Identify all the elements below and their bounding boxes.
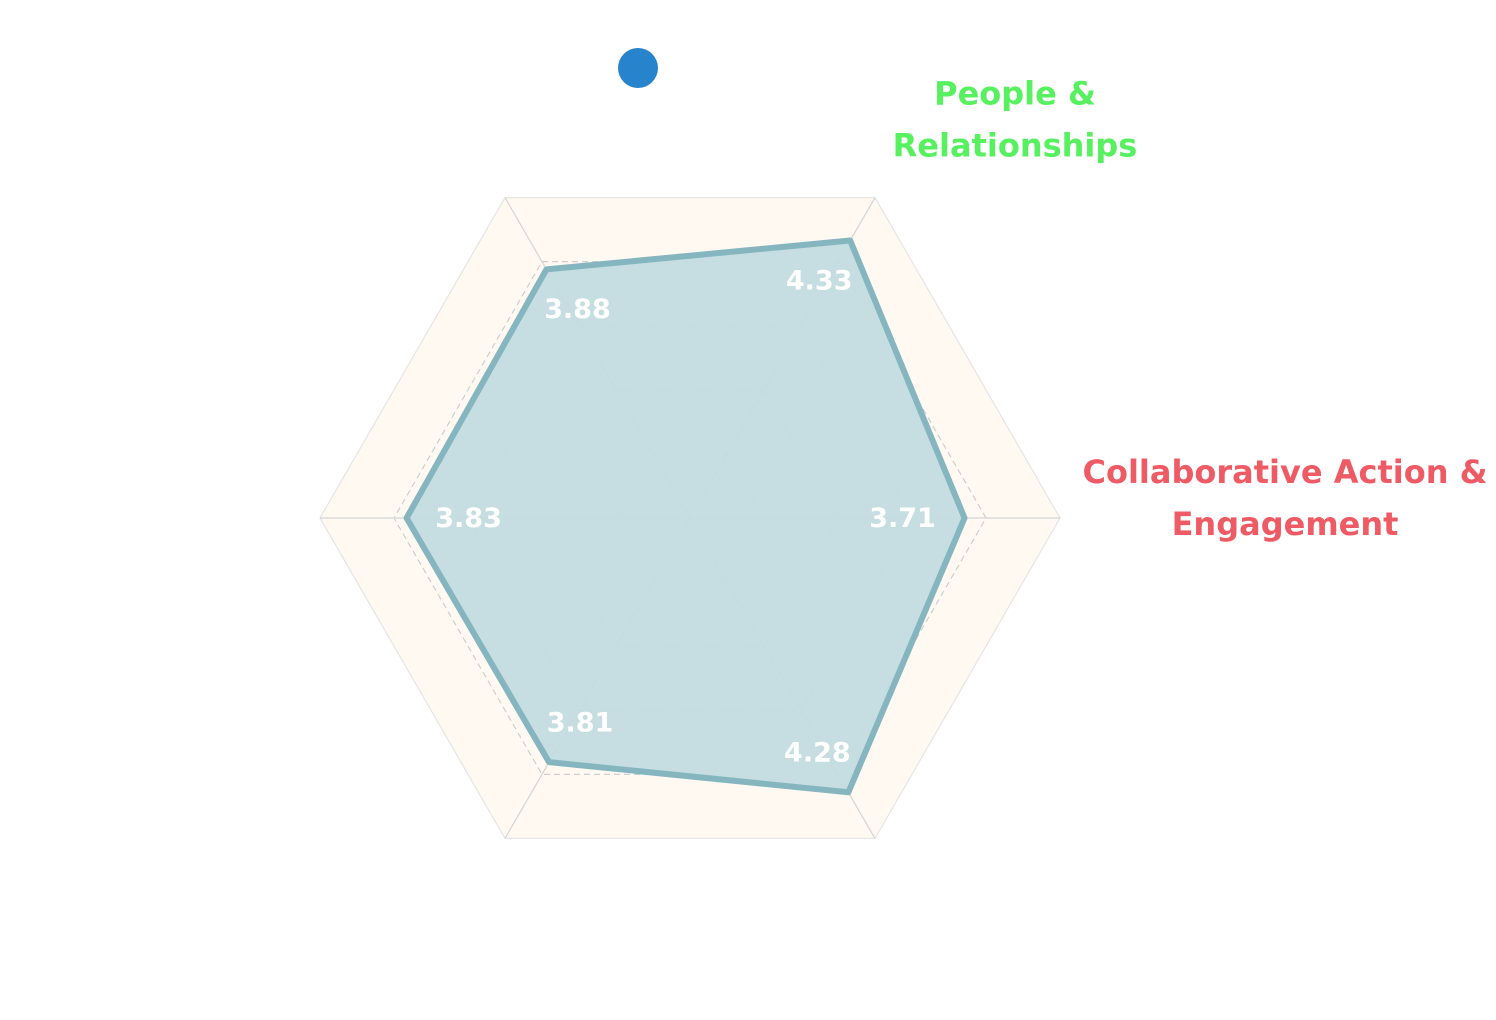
radar-data-label: 3.71 xyxy=(869,503,936,534)
radar-axis-label: Collaborative Action & Engagement xyxy=(1082,453,1487,543)
radar-data-label: 4.33 xyxy=(786,265,853,296)
radar-series xyxy=(403,237,968,796)
radar-data-label: 3.88 xyxy=(544,294,611,325)
radar-data-label: 3.83 xyxy=(435,503,502,534)
radar-axis-label-line: People & xyxy=(934,75,1096,113)
radar-axis-label-line: Collaborative Action & xyxy=(1082,453,1487,491)
radar-axis-labels: People & Relationships Collaborative Actio… xyxy=(893,75,1488,543)
radar-axis-label: People & Relationships xyxy=(893,75,1138,165)
legend[interactable] xyxy=(618,48,658,88)
legend-marker[interactable] xyxy=(618,48,658,88)
radar-data-label: 4.28 xyxy=(784,737,851,768)
radar-axis-label-line: Relationships xyxy=(893,127,1138,165)
radar-data-label: 3.81 xyxy=(547,707,614,738)
radar-axis-label-line: Engagement xyxy=(1172,505,1399,543)
radar-data-labels: 4.33 3.71 4.28 3.81 3.83 3.88 xyxy=(435,265,936,768)
radar-series-area xyxy=(403,237,968,796)
